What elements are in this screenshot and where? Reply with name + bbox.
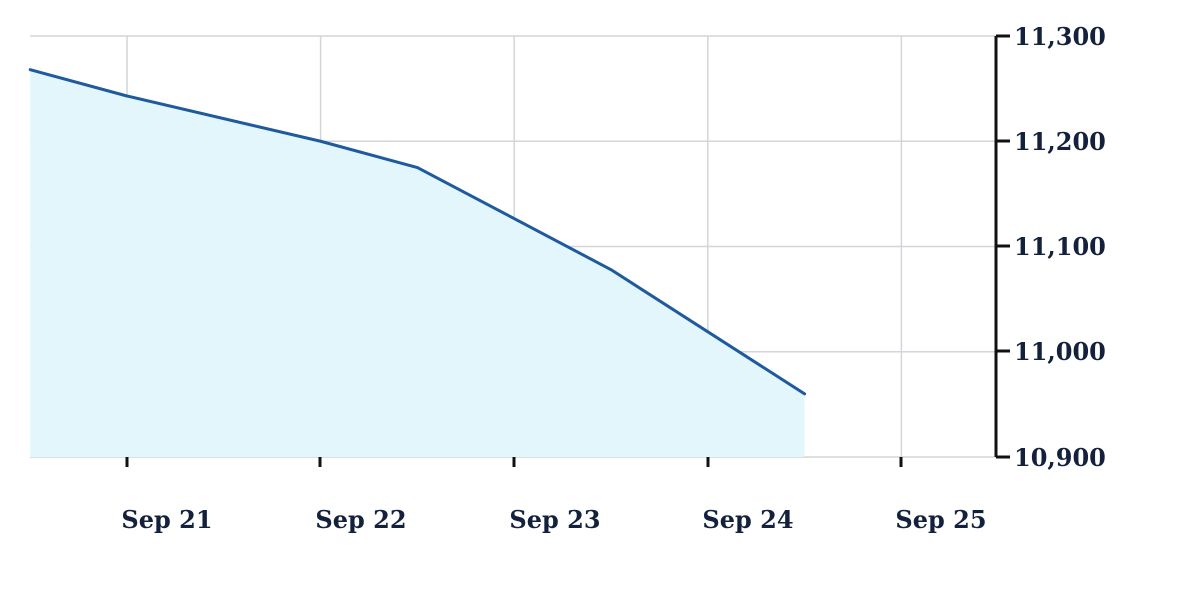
- series-line: [28, 68, 807, 396]
- x-axis-ticks: Sep 21 Sep 22 Sep 23 Sep 24 Sep 25: [121, 457, 987, 534]
- x-tick-label: Sep 25: [895, 505, 986, 534]
- y-tick-label: 11,100: [1014, 232, 1106, 261]
- series-line-layer: [28, 68, 807, 396]
- y-tick-label: 11,000: [1014, 337, 1106, 366]
- x-tick-label: Sep 24: [702, 505, 793, 534]
- area-fill-layer: [30, 69, 805, 458]
- x-tick-label: Sep 23: [509, 505, 600, 534]
- y-axis-ticks: 11,300 11,200 11,100 11,000 10,900: [996, 22, 1106, 472]
- y-tick-label: 11,300: [1014, 22, 1106, 51]
- x-tick-label: Sep 21: [121, 505, 212, 534]
- y-tick-label: 10,900: [1014, 443, 1106, 472]
- x-tick-label: Sep 22: [315, 505, 406, 534]
- area-fill: [30, 69, 805, 458]
- y-tick-label: 11,200: [1014, 127, 1106, 156]
